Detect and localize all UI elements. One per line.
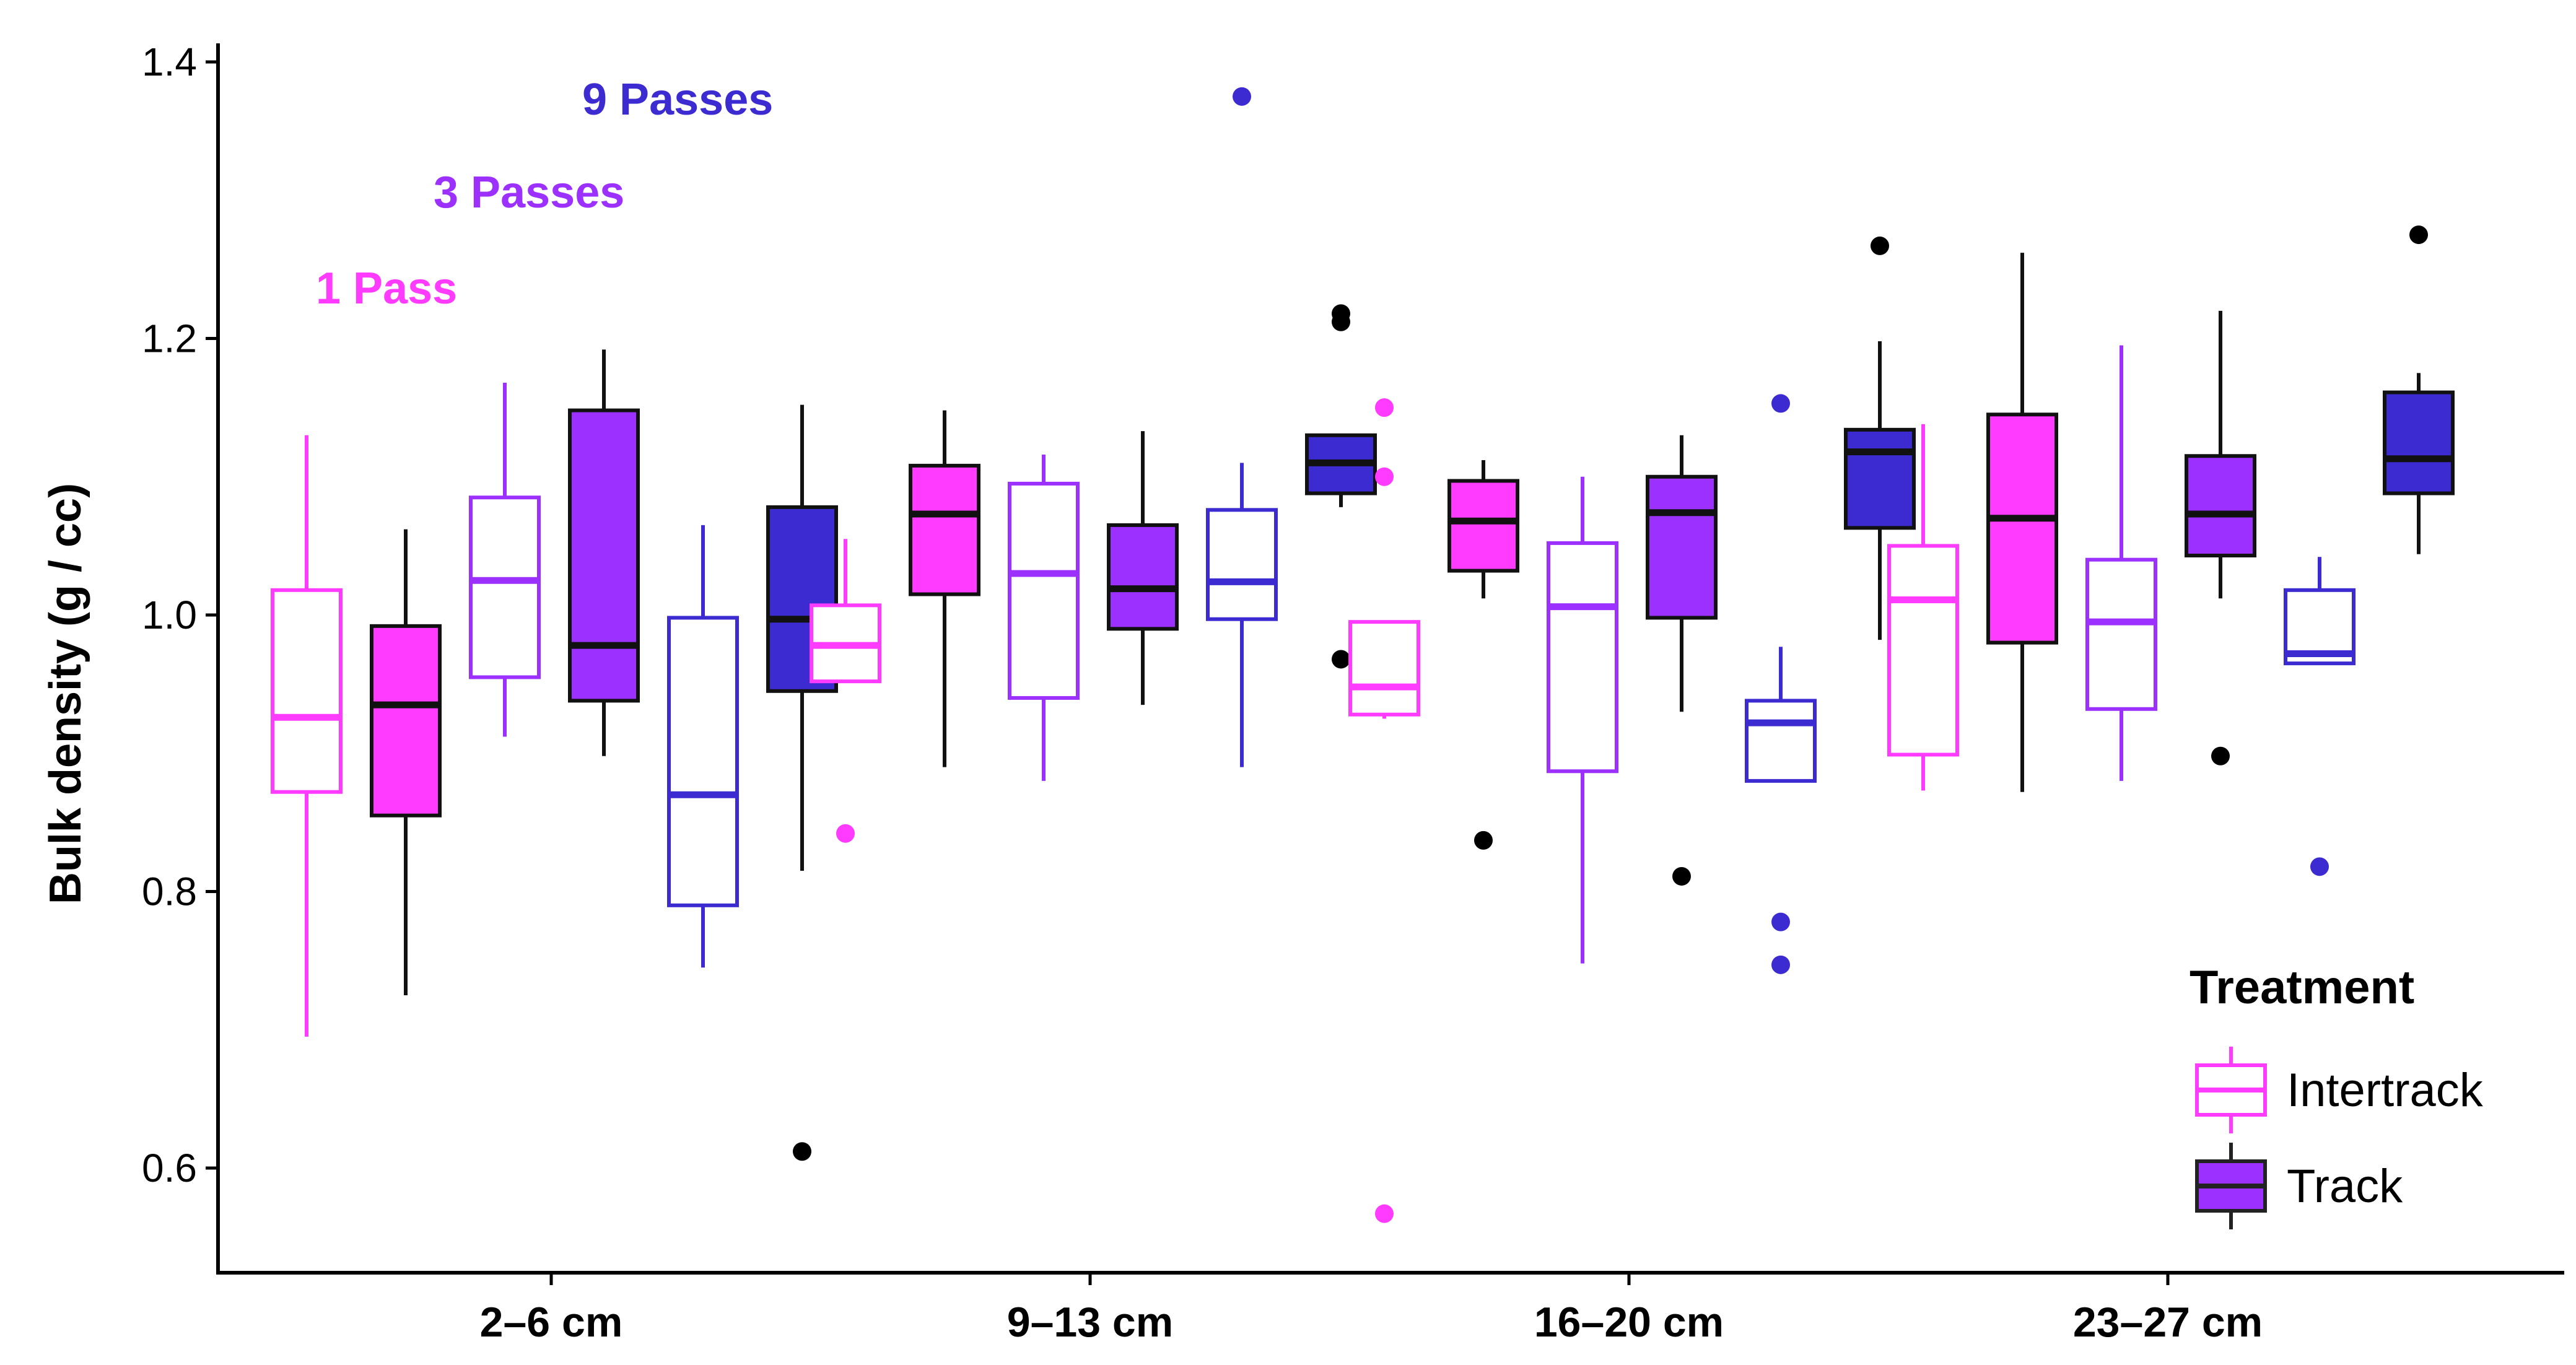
y-tick-label: 1.0 [142,593,197,637]
box-iqr [2383,390,2455,495]
box-track [2383,225,2455,554]
outlier-point [1332,304,1350,323]
box-iqr [1844,427,1916,530]
outlier-point [793,1142,811,1161]
box-intertrack [271,435,343,1037]
box-track [1986,253,2058,792]
x-tick-label: 16–20 cm [1534,1299,1724,1346]
x-tick-label: 23–27 cm [2073,1299,2263,1346]
box-iqr [469,495,541,679]
box-track [568,349,640,756]
box-track [370,529,442,995]
outlier-point [836,824,855,843]
x-tick-label: 9–13 cm [1007,1299,1173,1346]
box-track [1107,431,1179,705]
axes [216,43,2564,1275]
box-iqr [667,616,739,907]
box-iqr [271,588,343,794]
box-iqr [1447,479,1519,573]
box-iqr [1986,412,2058,645]
box-intertrack [1547,476,1618,964]
outlier-point [2211,746,2230,765]
box-iqr [2185,454,2256,558]
box-series [271,87,2455,1223]
x-ticks: 2–6 cm 9–13 cm 16–20 cm 23–27 cm [480,1273,2263,1346]
y-tick-label: 0.6 [142,1146,197,1190]
outlier-point [1672,866,1691,886]
outlier-point [1375,398,1394,417]
box-track [2185,310,2256,765]
box-track [1447,460,1519,850]
box-track [1844,236,1916,640]
box-track [909,410,980,767]
box-intertrack [1206,87,1278,767]
y-tick-label: 0.8 [142,870,197,914]
legend-item-track: Track [2195,1143,2403,1229]
legend-title: Treatment [2190,961,2414,1014]
outlier-point [1233,87,1251,106]
box-iqr [1008,481,1080,700]
outlier-point [1771,955,1790,974]
outlier-point [1375,467,1394,486]
box-intertrack [2085,345,2157,781]
y-ticks: 0.6 0.8 1.0 1.2 1.4 [142,40,218,1190]
pass-label: 1 Pass [316,264,457,313]
box-iqr [1887,544,1959,757]
outlier-point [1871,236,1889,255]
legend-items: Intertrack Track [2195,1047,2484,1229]
outlier-point [1474,831,1493,850]
box-intertrack [1008,455,1080,781]
box-iqr [1206,508,1278,621]
box-iqr [370,624,442,818]
outlier-point [1332,650,1350,669]
box-iqr [568,408,640,703]
x-tick-label: 2–6 cm [480,1299,623,1346]
box-iqr [1547,541,1618,774]
box-iqr [1646,474,1718,620]
pass-annotations: 1 Pass 3 Passes 9 Passes [316,75,773,313]
y-axis-label: Bulk density (g / cc) [41,483,90,904]
y-tick-label: 1.2 [142,316,197,361]
outlier-point [2310,857,2329,876]
legend-item-intertrack: Intertrack [2195,1047,2484,1133]
pass-label: 3 Passes [434,168,624,217]
legend: Treatment Intertrack Track [2190,961,2484,1229]
box-iqr [909,463,980,596]
box-intertrack [667,525,739,968]
box-intertrack [1887,424,1959,791]
box-intertrack [469,382,541,737]
box-track [766,404,838,1161]
legend-label: Intertrack [2287,1064,2484,1117]
legend-label: Track [2287,1160,2403,1213]
pass-label: 9 Passes [582,75,773,124]
box-iqr [2085,557,2157,711]
box-track [1646,435,1718,886]
y-tick-label: 1.4 [142,40,197,84]
box-intertrack [2284,557,2356,876]
box-intertrack [1348,398,1420,1223]
box-intertrack [1745,394,1817,974]
box-intertrack [810,539,881,843]
box-iqr [1348,620,1420,717]
box-iqr [1107,523,1179,631]
outlier-point [1771,912,1790,931]
outlier-point [1375,1204,1394,1223]
outlier-point [2409,225,2428,245]
box-track [1305,304,1377,669]
outlier-point [1771,394,1790,413]
box-iqr [1745,699,1817,783]
